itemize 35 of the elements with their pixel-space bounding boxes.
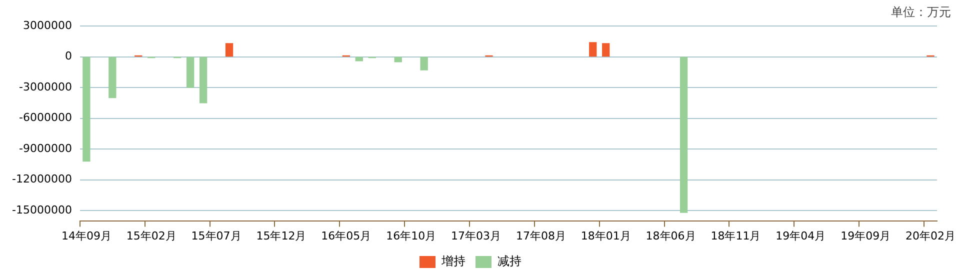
y-tick-label: -6000000 [18, 111, 72, 124]
text: 单位：万元 [891, 4, 951, 21]
bar [602, 43, 610, 57]
bar [394, 56, 402, 62]
x-tick-label: 15年12月 [256, 229, 306, 242]
y-tick-label: -15000000 [12, 203, 72, 216]
bar [420, 56, 428, 70]
bar [108, 56, 116, 98]
x-tick-label: 14年09月 [61, 229, 112, 242]
x-tick-label: 18年11月 [710, 229, 761, 242]
x-tick-label: 15年02月 [126, 229, 176, 242]
bar [355, 56, 363, 62]
y-tick-label: -12000000 [12, 172, 72, 186]
x-tick-label: 18年06月 [646, 229, 696, 242]
y-tick-label: 3000000 [22, 18, 72, 32]
x-tick-label: 15年07月 [191, 229, 242, 242]
x-tick-label: 20年02月 [906, 229, 956, 242]
x-tick-label: 17年03月 [451, 229, 502, 242]
x-tick-label: 19年09月 [840, 229, 891, 242]
legend-label: 增持 [440, 254, 466, 268]
legend-label: 减持 [498, 254, 522, 268]
bar [680, 56, 688, 213]
x-tick-label: 19年04月 [776, 229, 826, 242]
x-tick-label: 16年10月 [386, 229, 436, 242]
x-tick-label: 16年05月 [321, 229, 372, 242]
bar [589, 42, 597, 57]
bar [225, 43, 234, 57]
y-tick-label: 0 [64, 50, 72, 63]
y-tick-label: -3000000 [18, 80, 72, 94]
bar [199, 56, 208, 104]
bar [186, 56, 194, 88]
bar [82, 56, 90, 162]
x-tick-label: 17年08月 [516, 229, 566, 242]
x-tick-label: 18年01月 [580, 229, 631, 242]
y-tick-label: -9000000 [18, 142, 72, 155]
